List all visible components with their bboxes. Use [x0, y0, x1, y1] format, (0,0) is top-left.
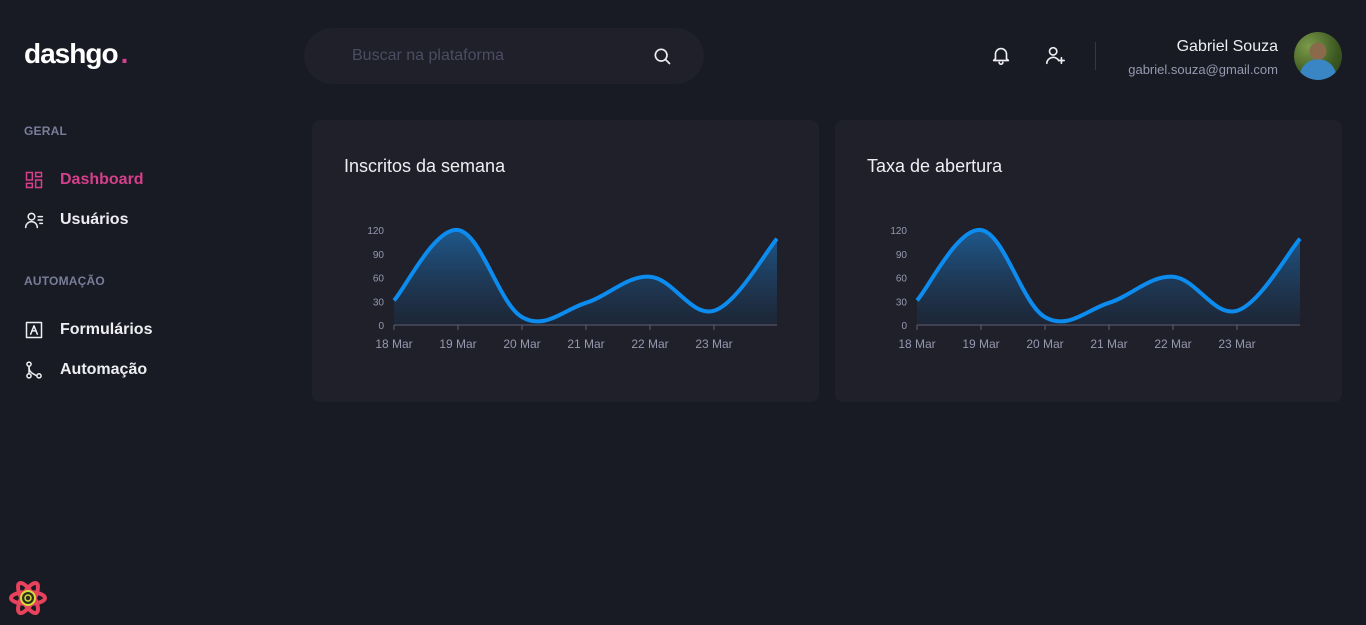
- sidebar-item-label: Usuários: [60, 211, 129, 228]
- sidebar-item-automacao[interactable]: Automação: [24, 360, 264, 380]
- sidebar-item-formularios[interactable]: Formulários: [24, 320, 264, 340]
- users-icon: [24, 212, 44, 229]
- chart-y-tick-label: 0: [901, 321, 907, 332]
- brand-name: dashgo: [24, 38, 119, 69]
- chart-x-tick-label: 18 Mar: [375, 337, 412, 351]
- chart-x-tick-label: 21 Mar: [567, 337, 604, 351]
- chart-y-tick-label: 120: [367, 226, 384, 237]
- chart-card-inscritos: Inscritos da semana 0 30 60 90 120 18 Mar 19 M…: [312, 120, 819, 402]
- chart-y-tick-label: 60: [373, 274, 385, 285]
- card-title: Inscritos da semana: [344, 156, 506, 176]
- user-profile[interactable]: Gabriel Souza gabriel.souza@gmail.com: [1128, 38, 1278, 77]
- chart-x-tick-label: 23 Mar: [695, 337, 732, 351]
- header-divider: [1095, 42, 1096, 70]
- chart-series-line: [915, 228, 1302, 324]
- chart-x-tick-label: 23 Mar: [1218, 337, 1255, 351]
- form-icon: [25, 321, 43, 339]
- chart-x-tick-label: 19 Mar: [439, 337, 476, 351]
- chart-y-tick-label: 0: [378, 321, 384, 332]
- search-bar[interactable]: [304, 28, 704, 84]
- notification-bell-icon[interactable]: [990, 44, 1012, 66]
- chart-y-tick-label: 120: [890, 226, 907, 237]
- chart-inscritos: 0 30 60 90 120 18 Mar 19 Mar 20 Mar 21 Mar 22 Mar…: [367, 226, 779, 351]
- avatar[interactable]: [1294, 32, 1342, 80]
- chart-x-tick-label: 18 Mar: [898, 337, 935, 351]
- chart-x-tick-label: 22 Mar: [631, 337, 668, 351]
- sidebar-section-geral: GERAL Dashboard Usuários: [24, 124, 264, 230]
- chart-y-tick-label: 30: [896, 297, 908, 308]
- chart-area-fill: [917, 229, 1300, 325]
- chart-x-tick-label: 20 Mar: [1026, 337, 1063, 351]
- brand-logo: dashgo.: [24, 38, 129, 70]
- chart-abertura: 0 30 60 90 120 18 Mar 19 Mar 20 Mar 21 Mar 22 Mar…: [890, 226, 1302, 351]
- react-devtools-icon[interactable]: [8, 578, 48, 618]
- brand-dot: .: [120, 38, 129, 69]
- sidebar-section-automacao: AUTOMAÇÃO Formulários Automação: [24, 274, 264, 380]
- chart-card-abertura: Taxa de abertura 0 30 60 90 120 18 Mar 19 Mar 2…: [835, 120, 1342, 402]
- sidebar-item-usuarios[interactable]: Usuários: [24, 210, 264, 230]
- chart-area-fill: [394, 229, 777, 325]
- chart-y-tick-label: 90: [896, 250, 908, 261]
- user-add-icon[interactable]: [1044, 44, 1066, 66]
- chart-x-tick-label: 19 Mar: [962, 337, 999, 351]
- sidebar-item-label: Formulários: [60, 321, 153, 338]
- search-icon[interactable]: [652, 46, 672, 66]
- chart-y-tick-label: 90: [373, 250, 385, 261]
- sidebar-item-dashboard[interactable]: Dashboard: [24, 170, 264, 190]
- chart-series-line: [392, 228, 779, 324]
- sidebar-item-label: Dashboard: [60, 171, 144, 188]
- git-merge-icon: [26, 361, 42, 379]
- search-input[interactable]: [352, 47, 652, 65]
- chart-x-tick-label: 20 Mar: [503, 337, 540, 351]
- chart-x-tick-label: 21 Mar: [1090, 337, 1127, 351]
- header-actions: [990, 44, 1066, 66]
- profile-email: gabriel.souza@gmail.com: [1128, 62, 1278, 77]
- card-title: Taxa de abertura: [867, 156, 1003, 176]
- profile-name: Gabriel Souza: [1176, 38, 1278, 55]
- sidebar: GERAL Dashboard Usuários AUTOMAÇÃO: [24, 124, 264, 380]
- dashboard-icon: [25, 171, 43, 189]
- section-title: GERAL: [24, 124, 67, 138]
- chart-x-tick-label: 22 Mar: [1154, 337, 1191, 351]
- section-title: AUTOMAÇÃO: [24, 274, 105, 288]
- sidebar-item-label: Automação: [60, 361, 148, 378]
- chart-y-tick-label: 60: [896, 274, 908, 285]
- chart-y-tick-label: 30: [373, 297, 385, 308]
